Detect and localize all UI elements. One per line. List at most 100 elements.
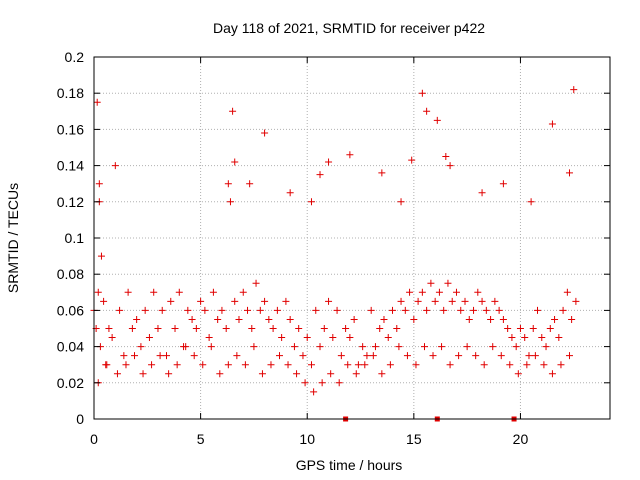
data-point <box>158 306 166 314</box>
data-point <box>239 288 247 296</box>
y-tick-label: 0.04 <box>57 339 84 355</box>
data-point <box>286 315 294 323</box>
data-point <box>465 315 473 323</box>
data-point <box>444 279 452 287</box>
data-point <box>184 306 192 314</box>
data-point <box>433 116 441 124</box>
data-point <box>97 252 105 260</box>
data-point <box>105 325 113 332</box>
data-point <box>173 361 181 369</box>
data-point <box>448 297 456 305</box>
data-point <box>446 162 454 170</box>
y-axis-ticks: 0 0.02 0.04 0.06 0.08 0.1 0.12 0.14 0.16 0.18 0.2 <box>57 49 610 427</box>
data-point <box>344 361 352 369</box>
data-point <box>478 297 486 305</box>
data-point <box>480 361 488 369</box>
data-point <box>406 288 414 296</box>
data-point <box>167 297 175 305</box>
data-point <box>548 120 556 128</box>
data-point <box>124 288 132 296</box>
data-point <box>446 361 454 369</box>
data-point <box>320 325 328 332</box>
data-point <box>363 352 371 360</box>
data-point <box>269 325 277 332</box>
data-point <box>423 107 431 115</box>
data-point <box>508 334 516 342</box>
grid-lines <box>94 57 610 419</box>
data-point <box>527 198 535 206</box>
data-point <box>261 297 269 305</box>
data-point <box>218 306 226 314</box>
data-point <box>489 343 497 351</box>
data-point <box>491 297 499 305</box>
data-point <box>346 334 354 342</box>
data-point <box>378 370 386 378</box>
data-point <box>148 361 156 369</box>
data-point <box>325 158 333 166</box>
data-point <box>559 306 567 314</box>
data-point <box>495 306 503 314</box>
data-point <box>546 325 554 332</box>
data-point <box>201 306 209 314</box>
data-point <box>137 343 145 351</box>
data-point <box>229 107 237 115</box>
data-point <box>261 129 269 137</box>
data-point <box>282 297 290 305</box>
data-point <box>307 198 315 206</box>
data-point <box>551 315 559 323</box>
y-axis-label: SRMTID / TECUs <box>5 183 21 293</box>
y-tick-label: 0.16 <box>57 121 84 137</box>
x-axis-label: GPS time / hours <box>296 457 403 473</box>
data-point <box>205 334 213 342</box>
data-point <box>397 297 405 305</box>
data-point <box>521 334 529 342</box>
data-point <box>284 361 292 369</box>
data-point <box>565 169 573 177</box>
data-point <box>534 306 542 314</box>
data-point <box>190 352 198 360</box>
data-point <box>250 343 258 351</box>
y-tick-label: 0 <box>76 411 84 427</box>
data-point <box>318 379 326 387</box>
data-point <box>337 352 345 360</box>
data-point <box>95 180 103 188</box>
data-point <box>199 361 207 369</box>
data-point <box>557 361 565 369</box>
data-point <box>246 180 254 188</box>
data-point <box>350 315 358 323</box>
data-point <box>301 379 309 387</box>
data-point <box>327 370 335 378</box>
data-point <box>312 306 320 314</box>
data-point <box>290 343 298 351</box>
data-point <box>188 315 196 323</box>
data-point <box>386 361 394 369</box>
data-point <box>506 361 514 369</box>
data-point <box>209 288 217 296</box>
data-point <box>197 297 205 305</box>
data-point <box>235 315 243 323</box>
data-point <box>423 306 431 314</box>
data-point <box>325 297 333 305</box>
data-point <box>150 288 158 296</box>
data-point <box>222 325 230 332</box>
data-point <box>352 370 360 378</box>
data-point <box>540 361 548 369</box>
data-point <box>367 306 375 314</box>
data-point <box>233 352 241 360</box>
data-point <box>207 343 215 351</box>
data-point <box>429 352 437 360</box>
data-point <box>329 334 337 342</box>
chart-title: Day 118 of 2021, SRMTID for receiver p42… <box>213 20 485 36</box>
data-point <box>380 315 388 323</box>
data-point <box>141 306 149 314</box>
data-point <box>273 306 281 314</box>
data-point <box>93 98 101 106</box>
data-point <box>401 306 409 314</box>
data-point <box>369 352 377 360</box>
data-point <box>555 334 563 342</box>
data-point <box>335 379 343 387</box>
data-point <box>478 189 486 197</box>
data-point <box>267 361 275 369</box>
data-point <box>565 352 573 360</box>
data-point <box>514 370 522 378</box>
